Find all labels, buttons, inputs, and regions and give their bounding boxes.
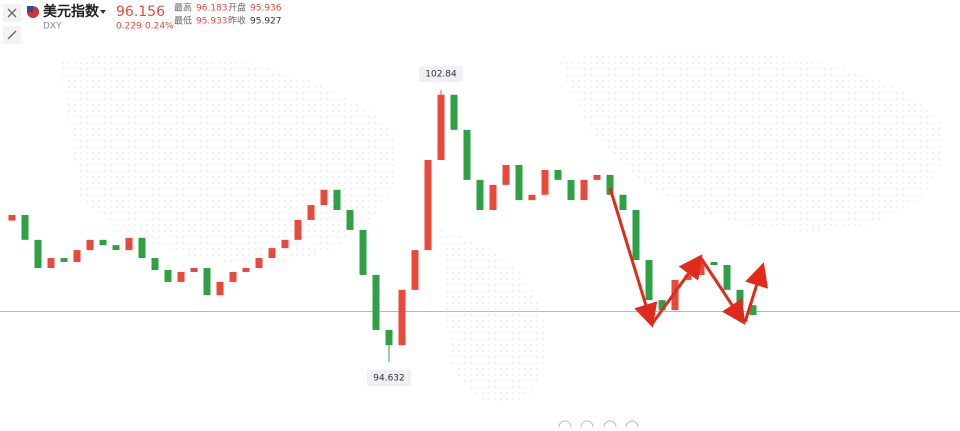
candle-body (502, 164, 510, 185)
candle-body (541, 169, 549, 195)
index-name[interactable]: 美元指数 (43, 3, 100, 20)
candle-body (645, 260, 653, 301)
arrow (608, 187, 658, 328)
candle-body (320, 189, 328, 206)
candle-body (190, 267, 198, 272)
candle-body (450, 94, 458, 130)
candle-body (749, 305, 757, 316)
low-label: 94.632 (373, 374, 405, 384)
candle-body (411, 250, 419, 290)
arrow (650, 254, 703, 325)
toolbar (3, 4, 39, 44)
price: 96.156 (116, 4, 165, 20)
page-dot[interactable] (558, 420, 572, 431)
stat-label: 昨收 (228, 15, 246, 27)
change: 0.229 (116, 22, 142, 32)
candle-body (73, 250, 81, 263)
stat-label: 开盘 (228, 2, 246, 14)
candle-body (21, 214, 29, 240)
candle-body (112, 245, 120, 251)
candle-body (281, 239, 289, 249)
candle-body (203, 267, 211, 296)
candle-body (424, 160, 432, 251)
candle-body (619, 194, 627, 211)
dropdown-caret[interactable] (100, 10, 106, 14)
candle-body (463, 129, 471, 180)
us-flag-canton (27, 6, 33, 12)
arrow (743, 262, 769, 323)
candle-body (151, 258, 159, 270)
candle-body (47, 258, 55, 268)
candle-body (333, 189, 341, 211)
candle-body (125, 237, 133, 251)
candle-body (34, 239, 42, 268)
high-label: 102.84 (425, 70, 457, 80)
candle-body (294, 219, 302, 240)
candle-body (346, 210, 354, 230)
stat-value: 96.183 (196, 4, 228, 14)
candle-body (255, 258, 263, 268)
low-label-box (367, 370, 411, 387)
map-background (60, 50, 944, 405)
candle-body (671, 279, 679, 311)
candle-body (177, 271, 185, 282)
candle-body (476, 179, 484, 211)
candle-body (372, 274, 380, 330)
stat-value: 95.936 (250, 4, 282, 14)
candle-body (528, 194, 536, 201)
candle-body (216, 281, 224, 296)
candle-body (736, 289, 744, 306)
candle-body (437, 94, 445, 161)
candle-body (99, 239, 107, 246)
candle-body (580, 179, 588, 201)
candle-body (359, 229, 367, 275)
candle-body (8, 214, 16, 221)
candle-body (554, 169, 562, 180)
candle-body (307, 205, 315, 220)
candle-body (60, 258, 68, 263)
candle-body (86, 239, 94, 251)
change-pct: 0.24% (145, 22, 174, 32)
candle-body (632, 210, 640, 261)
stat-value: 95.927 (250, 17, 282, 27)
candle-body (242, 267, 250, 272)
candle-body (268, 248, 276, 259)
high-label-box (419, 66, 463, 83)
symbol: DXY (43, 22, 62, 32)
stat-label: 最低 (174, 15, 192, 27)
candle-body (229, 271, 237, 282)
pager (558, 420, 639, 431)
close-icon (7, 8, 17, 18)
candle-body (606, 174, 614, 195)
candle-body (515, 164, 523, 201)
trend-arrows (608, 187, 769, 328)
page-dot[interactable] (580, 420, 594, 431)
draw-icon (7, 30, 17, 40)
candle-body (567, 179, 575, 201)
candle-body (138, 237, 146, 259)
candle-body (385, 329, 393, 346)
stat-label: 最高 (174, 2, 192, 14)
candle-body (658, 300, 666, 311)
candle-body (489, 184, 497, 211)
candle-body (398, 289, 406, 346)
candle-body (164, 269, 172, 282)
arrow (699, 257, 746, 326)
candle-body (710, 262, 718, 266)
candle-body (723, 265, 731, 290)
stat-value: 95.933 (196, 17, 228, 27)
page-dot[interactable] (603, 420, 617, 431)
page-dot[interactable] (625, 420, 639, 431)
candle-body (593, 174, 601, 180)
